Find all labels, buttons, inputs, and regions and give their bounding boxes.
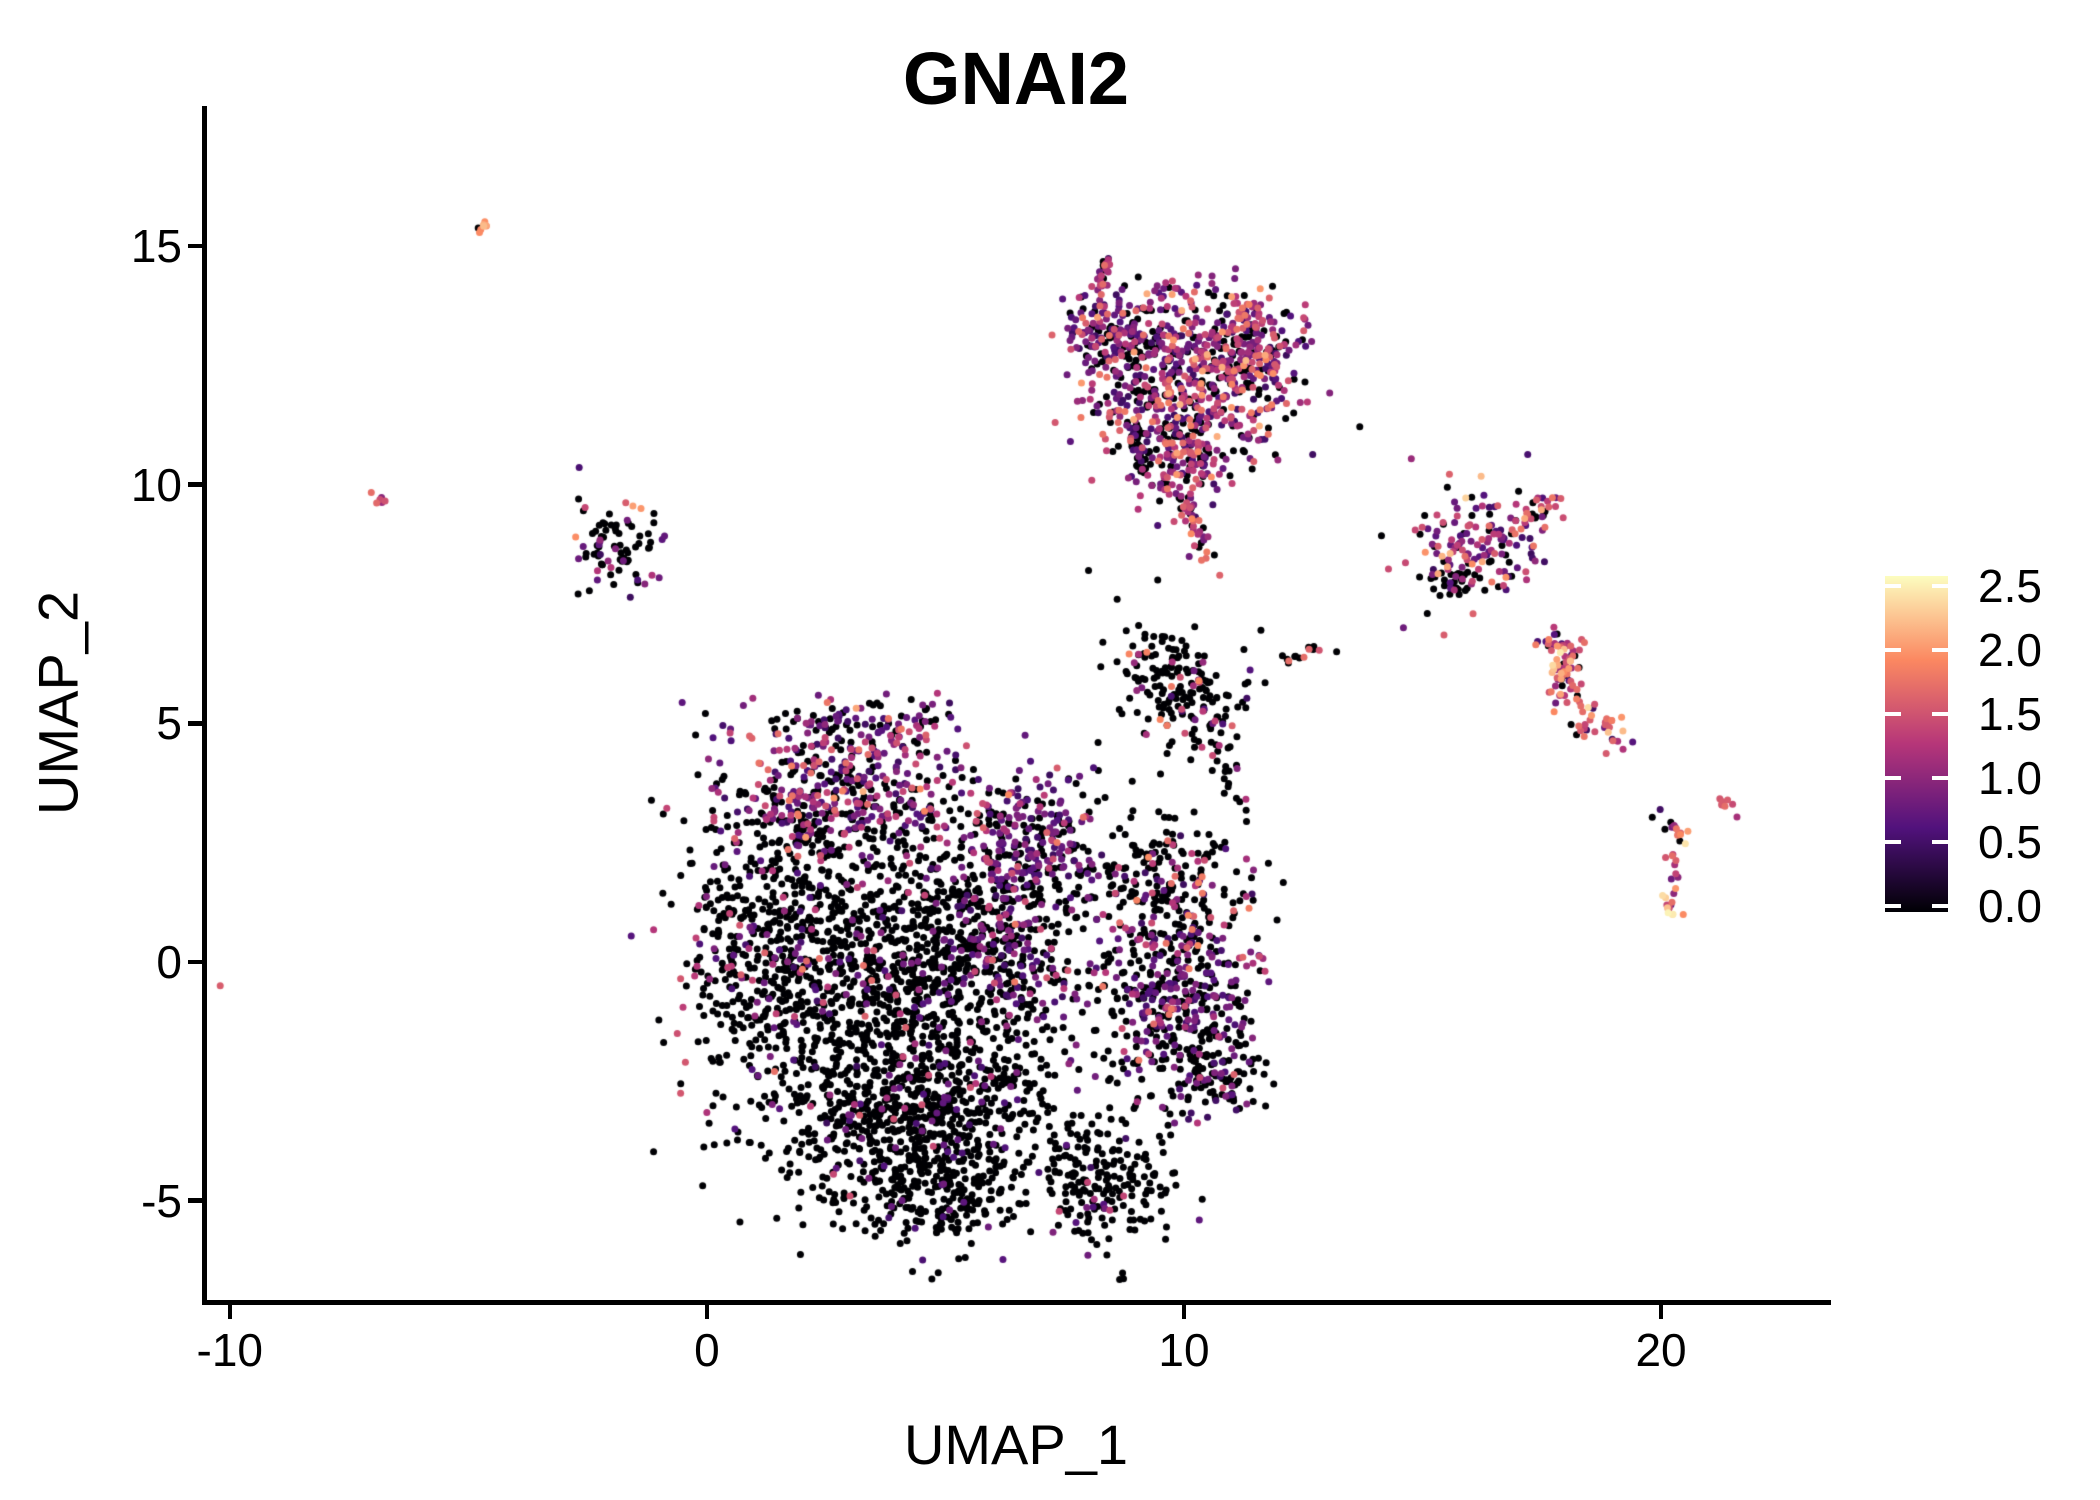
x-tick-label: 20 (1635, 1324, 1687, 1376)
colorbar-tick-mark (1932, 904, 1948, 908)
x-tick-mark (227, 1305, 233, 1319)
x-axis-title: UMAP_1 (903, 1413, 1129, 1476)
x-tick-label: 10 (1158, 1324, 1210, 1376)
colorbar-tick-mark (1932, 840, 1948, 844)
y-tick-label: -5 (141, 1174, 182, 1227)
x-tick-mark (1181, 1305, 1187, 1319)
colorbar-tick-mark (1885, 648, 1901, 652)
colorbar-tick-label: 1.5 (1978, 688, 2042, 740)
colorbar-tick-mark (1932, 776, 1948, 780)
y-tick-mark (188, 482, 202, 487)
colorbar-tick-label: 0.5 (1978, 816, 2042, 868)
x-tick-label: -10 (196, 1324, 263, 1376)
y-tick-mark (188, 243, 202, 249)
y-tick-label: 0 (156, 935, 182, 988)
colorbar-tick-mark (1885, 584, 1901, 588)
y-tick-mark (188, 1198, 202, 1203)
y-axis-title: UMAP_2 (26, 590, 90, 816)
y-tick-label: 5 (156, 697, 182, 750)
x-axis-line (202, 1300, 1831, 1305)
colorbar-tick-mark (1885, 712, 1901, 716)
y-tick-mark (188, 959, 202, 965)
x-tick-mark (1658, 1305, 1664, 1319)
colorbar-tick-label: 2.5 (1978, 560, 2042, 612)
x-tick-mark (704, 1305, 710, 1319)
colorbar-tick-mark (1885, 840, 1901, 844)
y-tick-label: 10 (130, 458, 182, 511)
x-tick-label: 0 (694, 1324, 720, 1376)
colorbar-tick-mark (1932, 584, 1948, 588)
y-tick-label: 15 (130, 219, 182, 272)
y-tick-mark (188, 721, 202, 726)
colorbar-tick-mark (1885, 904, 1901, 908)
plot-title: GNAI2 (902, 37, 1130, 120)
colorbar-gradient (1885, 576, 1948, 912)
colorbar-tick-label: 0.0 (1978, 880, 2042, 932)
y-axis-line (202, 106, 207, 1305)
colorbar-tick-mark (1932, 648, 1948, 652)
colorbar-tick-label: 2.0 (1978, 624, 2042, 676)
colorbar-tick-label: 1.0 (1978, 752, 2042, 804)
colorbar-tick-mark (1885, 776, 1901, 780)
colorbar-tick-mark (1932, 712, 1948, 716)
